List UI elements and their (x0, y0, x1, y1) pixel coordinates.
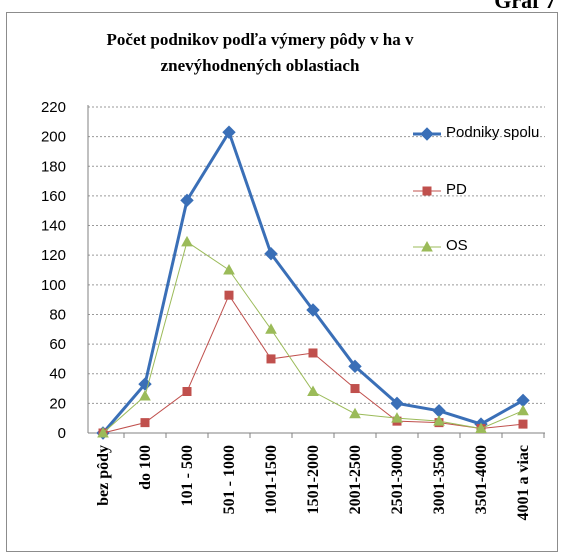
data-point (97, 426, 109, 438)
data-point (223, 263, 235, 275)
data-point (224, 290, 234, 300)
y-tick-label: 20 (49, 395, 66, 412)
legend-label: PD (446, 181, 467, 198)
legend-label: Podniky spolu (446, 124, 540, 141)
x-tick-label: bez pôdy (95, 445, 112, 506)
data-point (308, 348, 318, 358)
data-point (391, 412, 403, 423)
data-point (307, 385, 319, 397)
data-point (518, 419, 528, 429)
x-tick-label: 2501-3000 (389, 445, 406, 514)
data-point (348, 359, 362, 374)
legend-marker (422, 186, 432, 196)
legend-label: OS (446, 237, 468, 254)
y-tick-label: 140 (41, 218, 66, 235)
y-tick-label: 80 (49, 306, 66, 323)
data-point (306, 303, 320, 317)
series-line (102, 241, 524, 434)
y-tick-label: 60 (49, 336, 66, 353)
x-tick-label: 2001-2500 (347, 445, 364, 514)
x-tick-label: 101 - 500 (179, 445, 196, 506)
data-point (181, 235, 193, 247)
data-point (140, 418, 150, 428)
x-tick-label: 4001 a viac (515, 445, 532, 521)
data-point (390, 396, 404, 411)
data-point (182, 387, 192, 397)
data-point (222, 125, 236, 139)
data-point (432, 404, 446, 418)
chart-frame (6, 12, 558, 552)
y-tick-label: 100 (41, 277, 66, 294)
data-point (433, 415, 445, 426)
y-tick-label: 180 (41, 158, 66, 175)
page-heading: Graf 7 (494, 0, 556, 13)
legend-marker (421, 240, 433, 252)
x-tick-label: 1001-1500 (263, 445, 280, 514)
y-tick-label: 120 (41, 247, 66, 264)
y-tick-label: 0 (58, 425, 66, 442)
x-tick-label: 1501-2000 (305, 445, 322, 514)
data-point (350, 384, 360, 394)
data-point (139, 389, 151, 401)
x-tick-label: 3501-4000 (473, 445, 490, 514)
y-tick-label: 40 (49, 366, 66, 383)
data-point (516, 393, 530, 408)
y-tick-label: 160 (41, 188, 66, 205)
data-point (349, 407, 361, 419)
legend-marker (420, 127, 434, 141)
data-point (180, 193, 194, 208)
x-tick-label: 501 - 1000 (221, 445, 238, 514)
x-tick-label: 3001-3500 (431, 445, 448, 514)
data-point (264, 246, 278, 261)
y-tick-label: 220 (41, 99, 66, 116)
y-tick-label: 200 (41, 129, 66, 146)
data-point (517, 404, 529, 416)
data-point (266, 354, 276, 364)
chart-title-line1: Počet podnikov podľa výmery pôdy v ha v (106, 30, 414, 49)
x-tick-label: do 100 (137, 445, 154, 490)
chart-title-line2: znevýhodnených oblastiach (160, 56, 360, 75)
data-point (265, 323, 277, 334)
data-point (475, 422, 487, 434)
